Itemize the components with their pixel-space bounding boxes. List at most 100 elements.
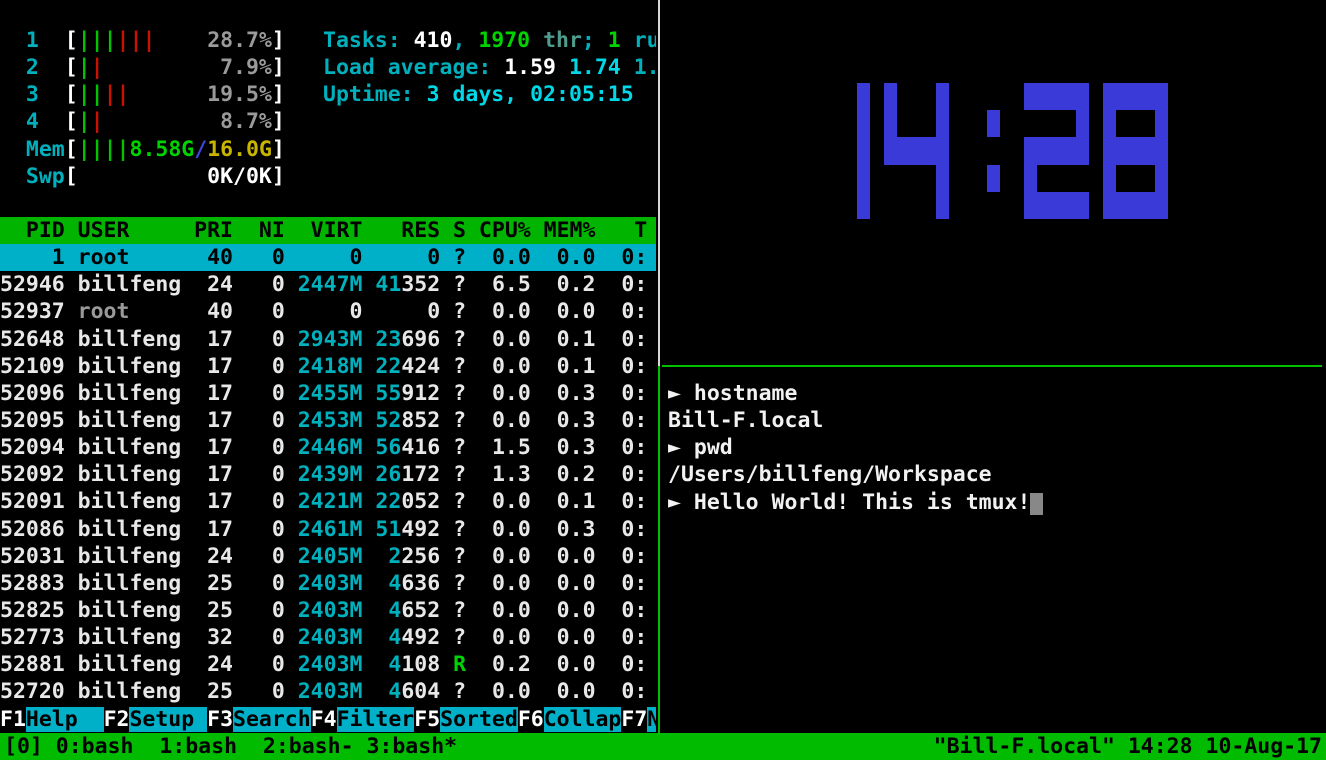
cpu-mem-time-cell: 0.0 0.1 0: [466,489,648,515]
user-cell: billfeng [77,652,195,678]
meter-bar: | [90,82,104,108]
process-row[interactable]: 52881 billfeng 24 0 2403M 4108 R 0.2 0.0… [0,652,648,678]
pri-ni-cell: 17 0 [194,462,298,488]
pri-ni-cell: 17 0 [194,326,298,352]
cursor [1030,492,1044,515]
user-cell: billfeng [77,435,195,461]
meter-bar: | [116,28,130,53]
pri-ni-cell: 17 0 [194,407,298,433]
virt-cell: 2405M [297,543,363,569]
meter-value: 7.9% [220,55,272,81]
fkey-label-f4[interactable]: Filter [336,707,415,732]
process-row[interactable]: 52773 billfeng 32 0 2403M 4492 ? 0.0 0.0… [0,625,648,651]
res-cell: 22 [375,353,402,379]
process-row[interactable]: 52109 billfeng 17 0 2418M 22424 ? 0.0 0.… [0,353,648,379]
user-cell: billfeng [77,353,195,379]
tmux-window-list: [0] 0:bash 1:bash 2:bash- 3:bash* [4,733,457,760]
process-row[interactable]: 52095 billfeng 17 0 2453M 52852 ? 0.0 0.… [0,407,648,433]
virt-cell: 2943M [297,326,363,352]
meter-bar: | [129,28,143,53]
fkey-label-f2[interactable]: Setup [129,707,208,732]
process-row[interactable]: 52648 billfeng 17 0 2943M 23696 ? 0.0 0.… [0,326,648,352]
tmux-window[interactable]: 1:bash [159,734,263,759]
cpu-mem-time-cell: 0.2 0.0 0: [466,652,648,678]
res-cell: 4 [388,625,402,651]
state-cell: ? [453,462,467,488]
shell-output-line: /Users/billfeng/Workspace [668,461,1043,488]
fkey-label-f7[interactable]: N [647,707,656,732]
meter-label: Swp [0,163,65,189]
state-cell: ? [453,570,467,596]
state-cell: ? [453,272,467,298]
fkey-label-f6[interactable]: Collap [543,707,622,732]
tmux-window[interactable]: 0:bash [55,734,160,759]
pri-ni-cell: 25 0 [194,597,298,623]
htop-meters: 1 [|||||| 28.7%] 2 [|| 7.9%] 3 [|||| 19.… [0,27,285,190]
prompt-symbol: ► [668,435,694,461]
tmux-window[interactable]: 3:bash* [366,734,458,759]
res-cell: 51 [375,516,402,542]
process-row[interactable]: 52946 billfeng 24 0 2447M 41352 ? 6.5 0.… [0,272,648,298]
process-row[interactable]: 52091 billfeng 17 0 2421M 22052 ? 0.0 0.… [0,489,648,515]
meter-4: 4 [|| 8.7%] [0,109,285,135]
fkey-f4[interactable]: F4 [310,707,337,732]
tmux-status-right: "Bill-F.local" 14:28 10-Aug-17 [933,734,1322,759]
user-cell: billfeng [77,679,195,705]
meter-value: 28.7% [207,28,272,53]
process-row[interactable]: 52883 billfeng 25 0 2403M 4636 ? 0.0 0.0… [0,570,648,596]
user-cell: billfeng [77,570,195,596]
meter-bar: | [116,82,130,108]
shell-pane[interactable]: ► hostname Bill-F.local ► pwd/Users/billfe… [662,367,1326,733]
process-row[interactable]: 52092 billfeng 17 0 2439M 26172 ? 1.3 0.… [0,462,648,488]
res-cell: 41 [375,272,402,298]
meter-value: 0K/0K [207,163,272,189]
fkey-label-f5[interactable]: Sorted [440,707,518,732]
meter-value: 19.5% [207,82,272,108]
fkey-f1[interactable]: F1 [0,707,26,732]
process-row[interactable]: 52937 root 40 0 0 0 ? 0.0 0.0 0: [0,298,656,325]
htop-process-table: PID USER PRI NI VIRT RES S CPU% MEM% T 1… [0,217,656,706]
fkey-f5[interactable]: F5 [414,707,441,732]
clock-digit-1 [805,83,870,219]
virt-cell: 2403M [297,679,363,705]
fkey-label-f1[interactable]: Help [25,707,104,732]
meter-bar: | [90,28,104,53]
pid-cell: 52937 [0,299,78,325]
process-row[interactable]: 52825 billfeng 25 0 2403M 4652 ? 0.0 0.0… [0,597,648,623]
meter-label: 1 [0,28,65,53]
clock-colon [987,83,1000,219]
process-row[interactable]: 52031 billfeng 24 0 2405M 2256 ? 0.0 0.0… [0,543,648,569]
user-cell: billfeng [77,597,195,623]
user-cell: billfeng [77,380,195,406]
user-cell: billfeng [77,625,195,651]
cpu-mem-time-cell: 0.0 0.3 0: [466,516,648,542]
fkey-f6[interactable]: F6 [517,707,544,732]
process-row[interactable]: 52720 billfeng 25 0 2403M 4604 ? 0.0 0.0… [0,679,648,705]
process-row[interactable]: 1 root 40 0 0 0 ? 0.0 0.0 0: [0,244,656,272]
cpu-mem-time-cell: 1.5 0.3 0: [466,435,648,461]
fkey-f2[interactable]: F2 [103,707,130,732]
pri-ni-cell: 17 0 [194,516,298,542]
user-cell: root [77,245,195,271]
process-row[interactable]: 52094 billfeng 17 0 2446M 56416 ? 1.5 0.… [0,435,648,461]
pri-ni-cell: 40 0 [194,245,298,271]
meter-bar: | [77,82,91,108]
clock-pane[interactable] [662,0,1326,365]
fkey-f3[interactable]: F3 [207,707,234,732]
res-cell: 4 [388,652,402,678]
htop-table-header[interactable]: PID USER PRI NI VIRT RES S CPU% MEM% T [0,217,656,245]
meter-label: 3 [0,82,65,108]
fkey-f7[interactable]: F7 [621,707,648,732]
user-cell: billfeng [77,407,195,433]
cpu-mem-time-cell: 0.0 0.0 0: [466,679,648,705]
process-row[interactable]: 52086 billfeng 17 0 2461M 51492 ? 0.0 0.… [0,516,648,542]
process-row[interactable]: 52096 billfeng 17 0 2455M 55912 ? 0.0 0.… [0,380,648,406]
htop-rows: 1 root 40 0 0 0 ? 0.0 0.0 0: 52946 billfe… [0,244,656,705]
user-cell: billfeng [77,489,195,515]
state-cell: R [453,652,467,678]
meter-value: 8.58G [129,136,195,162]
htop-pane[interactable]: 1 [|||||| 28.7%] 2 [|| 7.9%] 3 [|||| 19.… [0,0,656,733]
fkey-label-f3[interactable]: Search [233,707,311,732]
tmux-window[interactable]: 2:bash- [262,734,367,759]
res-cell: 0 [375,299,441,325]
